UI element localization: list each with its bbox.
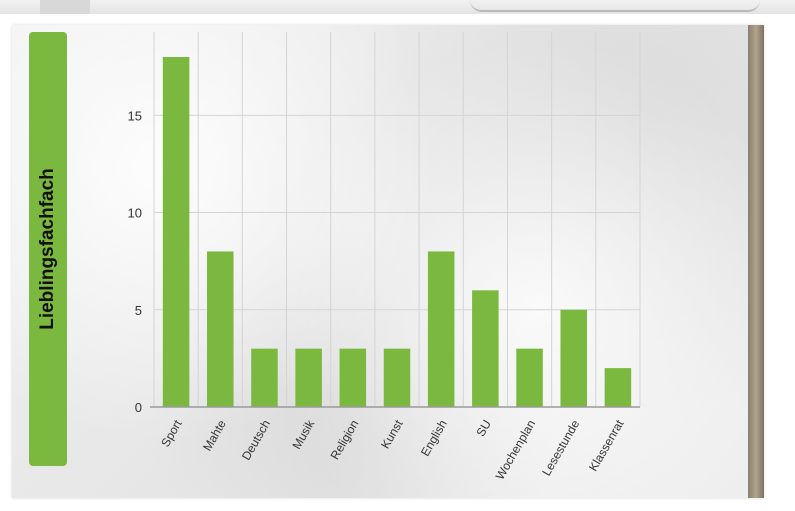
bar-english [427,251,455,407]
x-tick-label: Mahte [200,417,229,453]
y-tick-label: 15 [128,108,142,123]
bar-wochenplan [516,348,543,407]
x-tick-label: English [418,418,450,459]
bar-sport [162,57,190,407]
bar-deutsch [251,348,278,407]
top-strip [0,0,795,14]
chart-title-bar [29,32,67,466]
x-tick-label: Sport [158,417,185,449]
x-tick-label: SU [474,418,494,439]
chart-card [12,25,764,498]
chart-bars [162,57,632,407]
bar-lesestunde [560,309,587,407]
x-tick-label: Kunst [378,417,406,451]
x-tick-label: Deutsch [239,418,273,463]
bar-mahte [207,251,234,407]
board-edge [748,25,764,498]
x-tick-label: Lesestunde [539,417,582,478]
x-tick-label: Musik [289,417,317,452]
x-tick-label: Wochenplan [493,418,538,483]
x-tick-label: Klassenrat [586,417,627,474]
y-tick-labels: 0 5 10 15 [128,108,142,415]
y-tick-label: 10 [128,206,142,221]
bar-su [472,290,499,407]
top-strip-left-block [40,0,90,14]
x-tick-labels: Sport Mahte Deutsch Musik Religion Kunst Engli… [158,417,627,482]
bar-musik [295,348,322,407]
top-strip-curve [470,0,760,12]
y-tick-label: 5 [135,303,142,318]
bar-kunst [383,348,411,407]
y-tick-label: 0 [135,400,142,415]
bar-religion [339,348,367,407]
x-tick-label: Religion [328,418,362,463]
chart-grid [153,32,641,408]
bar-klassenrat [604,368,632,407]
